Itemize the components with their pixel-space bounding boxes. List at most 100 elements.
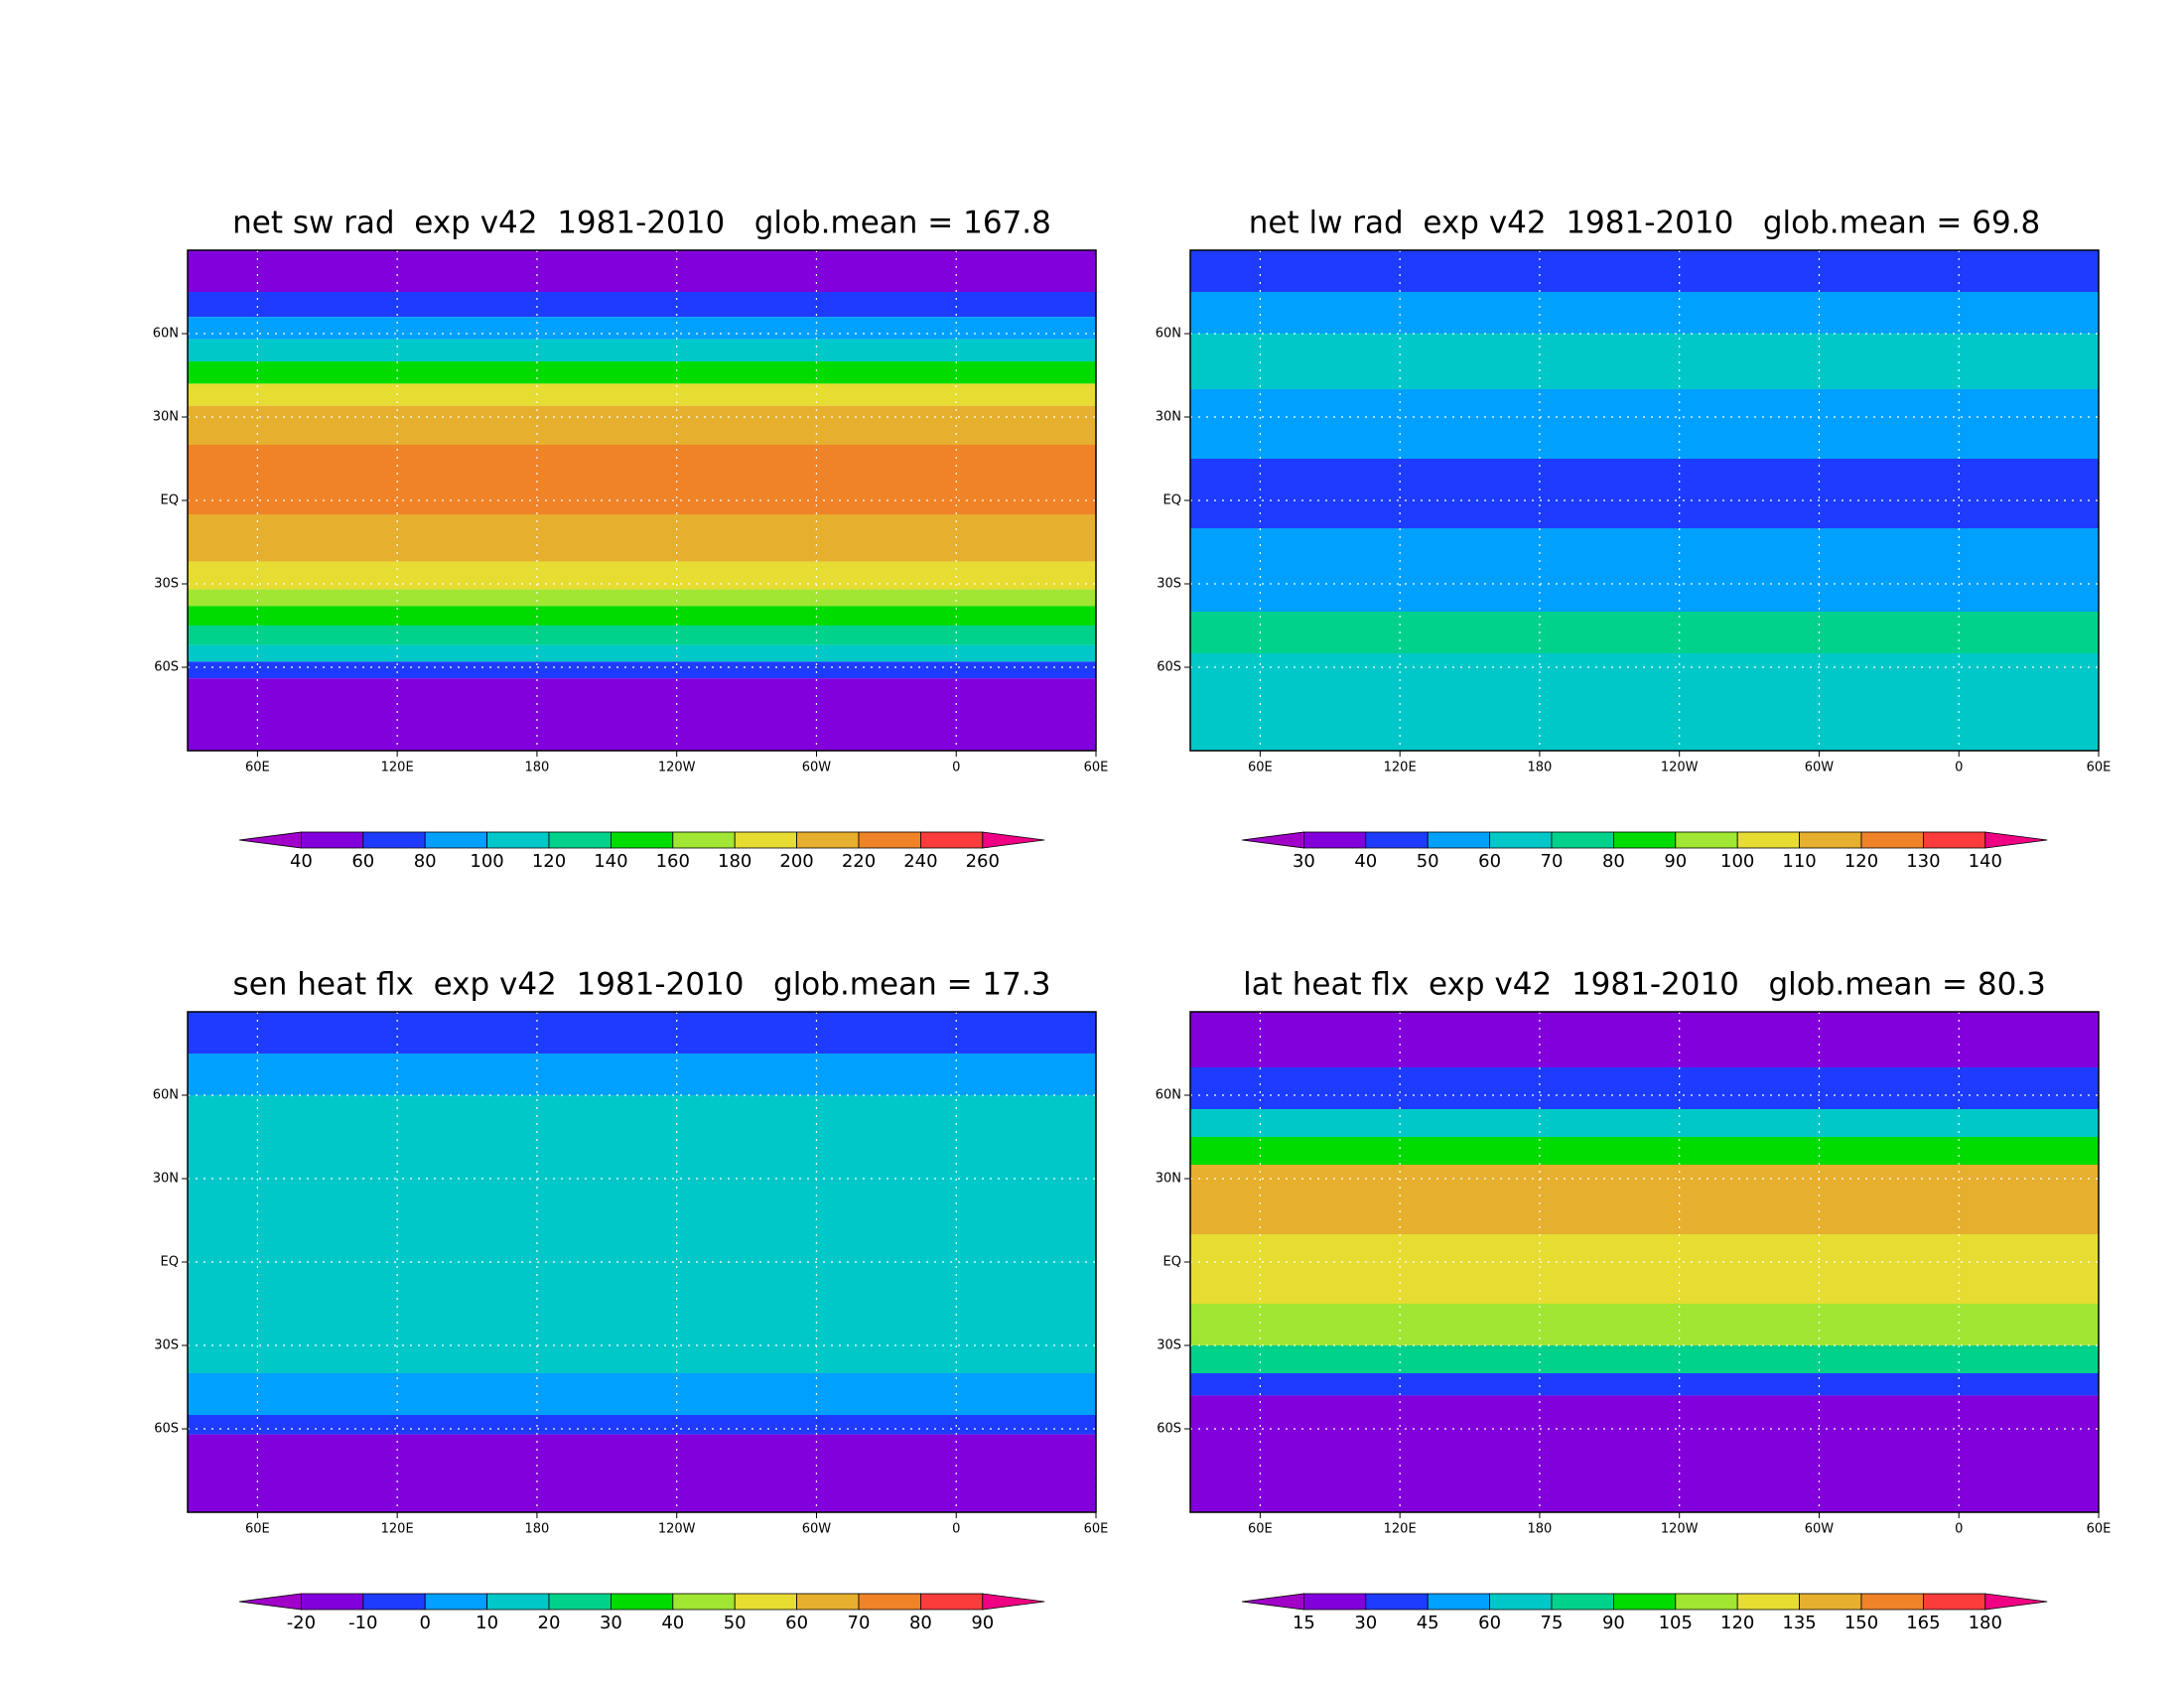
field-band bbox=[1190, 1109, 2099, 1137]
lon-label: 120E bbox=[381, 761, 414, 775]
colorbar-label: 60 bbox=[785, 1613, 808, 1633]
map-frame bbox=[187, 249, 1097, 752]
colorbar-box bbox=[858, 831, 921, 849]
lon-label: 60E bbox=[1248, 1522, 1273, 1537]
field-band bbox=[188, 317, 1096, 340]
colorbar-label: 200 bbox=[779, 851, 813, 872]
field-band bbox=[188, 626, 1096, 645]
lon-label: 60W bbox=[1805, 1522, 1835, 1537]
colorbar-label: 20 bbox=[538, 1613, 561, 1633]
colorbar-label: 75 bbox=[1541, 1613, 1564, 1633]
colorbar-box bbox=[1613, 831, 1677, 849]
colorbar-label: 160 bbox=[656, 851, 690, 872]
field-band bbox=[1190, 1234, 2099, 1304]
colorbar-triangle bbox=[1984, 831, 2048, 849]
colorbar-label: 80 bbox=[909, 1613, 932, 1633]
panel-title: net sw rad exp v42 1981-2010 glob.mean =… bbox=[232, 206, 1051, 241]
field-band bbox=[188, 661, 1096, 679]
map-frame bbox=[1189, 1011, 2100, 1513]
colorbar-label: 260 bbox=[966, 851, 1000, 872]
colorbar-label: 105 bbox=[1659, 1613, 1693, 1633]
lat-label: 30S bbox=[1157, 1338, 1181, 1353]
colorbar-box bbox=[1427, 831, 1490, 849]
colorbar-box bbox=[486, 1593, 550, 1611]
map-panel: net lw rad exp v42 1981-2010 glob.mean =… bbox=[1156, 206, 2112, 873]
colorbar-label: 100 bbox=[470, 851, 503, 872]
field-band bbox=[1190, 292, 2099, 334]
colorbar-box bbox=[300, 831, 364, 849]
colorbar-label: 60 bbox=[1478, 1613, 1501, 1633]
colorbar-box bbox=[424, 1593, 488, 1611]
lat-label: EQ bbox=[161, 493, 179, 508]
lon-label: 120W bbox=[658, 1522, 696, 1537]
lon-label: 60E bbox=[1248, 761, 1273, 775]
colorbar-box bbox=[1489, 831, 1553, 849]
lat-label: 30S bbox=[154, 1338, 179, 1353]
lon-label: 120W bbox=[658, 761, 696, 775]
field-band bbox=[1190, 528, 2099, 612]
colorbar-label: 80 bbox=[414, 851, 437, 872]
lat-label: 60N bbox=[153, 1088, 179, 1103]
field-band bbox=[1190, 1395, 2099, 1512]
colorbar-box bbox=[611, 831, 674, 849]
colorbar-label: 30 bbox=[1354, 1613, 1377, 1633]
map-panel: lat heat flx exp v42 1981-2010 glob.mean… bbox=[1156, 967, 2112, 1634]
field-band bbox=[1190, 612, 2099, 653]
lon-label: 60E bbox=[1084, 761, 1109, 775]
colorbar-label: 140 bbox=[594, 851, 627, 872]
colorbar-label: 180 bbox=[718, 851, 751, 872]
colorbar-box bbox=[1365, 1593, 1429, 1611]
lon-label: 180 bbox=[1528, 1522, 1553, 1537]
lon-label: 180 bbox=[525, 1522, 550, 1537]
colorbar-label: 90 bbox=[1602, 1613, 1625, 1633]
colorbar-box bbox=[1799, 1593, 1862, 1611]
colorbar-box bbox=[1489, 1593, 1553, 1611]
field-band bbox=[188, 339, 1096, 361]
lat-label: 60S bbox=[154, 660, 179, 675]
colorbar-box bbox=[1675, 831, 1738, 849]
colorbar-box bbox=[1551, 831, 1614, 849]
field-band bbox=[188, 383, 1096, 406]
field-band bbox=[1190, 1137, 2099, 1165]
colorbar-box bbox=[1613, 1593, 1677, 1611]
field-band bbox=[188, 361, 1096, 384]
field-band bbox=[188, 1434, 1096, 1512]
field-band bbox=[1190, 1012, 2099, 1067]
colorbar-box bbox=[362, 1593, 426, 1611]
colorbar-label: 135 bbox=[1782, 1613, 1816, 1633]
colorbar-label: -10 bbox=[348, 1613, 377, 1633]
map-panel: net sw rad exp v42 1981-2010 glob.mean =… bbox=[153, 206, 1109, 873]
colorbar-box bbox=[1923, 831, 1986, 849]
field-band bbox=[188, 1054, 1096, 1095]
field-band bbox=[1190, 1304, 2099, 1345]
colorbar-triangle bbox=[1241, 1593, 1304, 1611]
field-band bbox=[188, 250, 1096, 292]
colorbar-box bbox=[1860, 831, 1924, 849]
colorbar-box bbox=[1860, 1593, 1924, 1611]
colorbar-box bbox=[300, 1593, 364, 1611]
field-band bbox=[188, 606, 1096, 626]
colorbar-label: 30 bbox=[600, 1613, 622, 1633]
lat-label: 30S bbox=[154, 577, 179, 592]
field-band bbox=[188, 1373, 1096, 1415]
lon-label: 60W bbox=[1805, 761, 1835, 775]
colorbar-box bbox=[1303, 831, 1367, 849]
colorbar-label: 60 bbox=[1478, 851, 1501, 872]
colorbar-box bbox=[486, 831, 550, 849]
colorbar-label: 120 bbox=[1844, 851, 1878, 872]
colorbar-triangle bbox=[982, 831, 1045, 849]
colorbar-box bbox=[1675, 1593, 1738, 1611]
colorbar-box bbox=[1736, 1593, 1800, 1611]
colorbar-box bbox=[1365, 831, 1429, 849]
lon-label: 60E bbox=[2087, 1522, 2112, 1537]
colorbar-box bbox=[548, 831, 612, 849]
lon-label: 0 bbox=[952, 761, 960, 775]
colorbar-box bbox=[734, 1593, 798, 1611]
map-panel: sen heat flx exp v42 1981-2010 glob.mean… bbox=[153, 967, 1109, 1634]
lon-label: 60E bbox=[245, 761, 270, 775]
lon-label: 0 bbox=[1955, 1522, 1963, 1537]
field-band bbox=[188, 445, 1096, 514]
colorbar-box bbox=[1551, 1593, 1614, 1611]
lat-label: 30N bbox=[1156, 410, 1181, 425]
